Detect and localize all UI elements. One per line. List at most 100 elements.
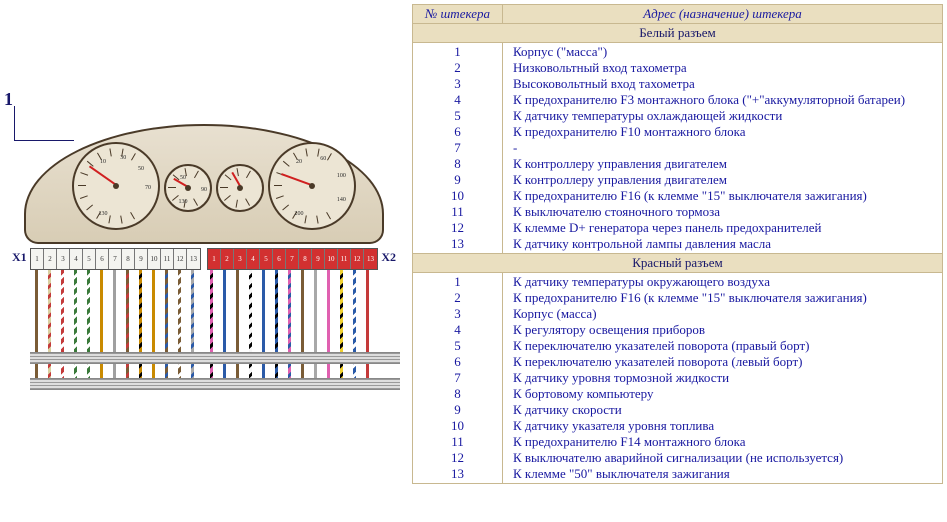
connector-pin: 8: [299, 249, 312, 269]
pin-number: 10: [423, 418, 492, 434]
connector-pin: 10: [148, 249, 161, 269]
white-wires: [30, 270, 199, 390]
gauge-tick-label: 70: [145, 185, 151, 191]
pin-number: 5: [423, 338, 492, 354]
gauge-tick-label: 10: [100, 159, 106, 165]
wire: [30, 270, 43, 390]
pin-number: 9: [423, 172, 492, 188]
pinout-table: № штекера Адрес (назначение) штекера Бел…: [412, 4, 943, 484]
wire-bus-lower: [30, 378, 400, 390]
wire: [296, 270, 309, 390]
section-header: Красный разъем: [413, 254, 943, 273]
pin-description: К выключателю аварийной сигнализации (не…: [513, 450, 932, 466]
instrument-cluster: 1 1030507013050901302060100140200: [24, 124, 384, 244]
pin-number: 12: [423, 220, 492, 236]
pin-number: 1: [423, 44, 492, 60]
pin-description: К выключателю стояночного тормоза: [513, 204, 932, 220]
gauge-tick-label: 50: [180, 175, 186, 181]
connector-pin: 5: [260, 249, 273, 269]
pin-number: 10: [423, 188, 492, 204]
pin-number: 1: [423, 274, 492, 290]
pin-group: 12345678910111213К датчику температуры о…: [413, 273, 943, 484]
gauge-tick-label: 100: [337, 173, 346, 179]
wire: [361, 270, 374, 390]
dashboard-wiring-diagram: 1 1030507013050901302060100140200 X1 123…: [4, 4, 404, 484]
pin-description: К регулятору освещения приборов: [513, 322, 932, 338]
col-plug-address: Адрес (назначение) штекера: [503, 5, 943, 24]
connector-pin: 12: [174, 249, 187, 269]
wire: [160, 270, 173, 390]
pin-description: К бортовому компьютеру: [513, 386, 932, 402]
red-connector: 12345678910111213: [207, 248, 378, 270]
pin-number: 8: [423, 386, 492, 402]
gauge: [216, 164, 264, 212]
gauge-tick-label: 200: [295, 211, 304, 217]
pin-number: 6: [423, 354, 492, 370]
pin-description: К предохранителю F16 (к клемме "15" выкл…: [513, 290, 932, 306]
pin-description: -: [513, 140, 932, 156]
connector-pin: 6: [273, 249, 286, 269]
wire: [186, 270, 199, 390]
pin-description: Высоковольтный вход тахометра: [513, 76, 932, 92]
pin-number: 13: [423, 466, 492, 482]
pin-description: К предохранителю F14 монтажного блока: [513, 434, 932, 450]
x2-label: X2: [378, 248, 396, 265]
gauge-tick-label: 130: [179, 199, 188, 205]
pin-number: 8: [423, 156, 492, 172]
gauge-tick-label: 90: [201, 187, 207, 193]
wire: [56, 270, 69, 390]
connector-pin: 9: [312, 249, 325, 269]
pin-description: Корпус (масса): [513, 306, 932, 322]
wire: [257, 270, 270, 390]
pin-description: К датчику контрольной лампы давления мас…: [513, 236, 932, 252]
pin-number: 4: [423, 92, 492, 108]
connector-pin: 13: [364, 249, 377, 269]
connector-pin: 2: [44, 249, 57, 269]
wire: [335, 270, 348, 390]
pin-number: 5: [423, 108, 492, 124]
pin-number: 12: [423, 450, 492, 466]
wire: [322, 270, 335, 390]
pin-description: К предохранителю F10 монтажного блока: [513, 124, 932, 140]
pin-description: К клемме D+ генератора через панель пред…: [513, 220, 932, 236]
connector-pin: 8: [122, 249, 135, 269]
connector-pin: 9: [135, 249, 148, 269]
wire: [218, 270, 231, 390]
wire: [69, 270, 82, 390]
connector-pin: 5: [83, 249, 96, 269]
gauge-tick-label: 140: [337, 197, 346, 203]
wire: [82, 270, 95, 390]
pin-description: К датчику указателя уровня топлива: [513, 418, 932, 434]
pin-description: К датчику температуры охлаждающей жидкос…: [513, 108, 932, 124]
pin-number: 11: [423, 204, 492, 220]
wire: [95, 270, 108, 390]
pin-description: К контроллеру управления двигателем: [513, 156, 932, 172]
col-plug-number: № штекера: [413, 5, 503, 24]
pin-description: К клемме "50" выключателя зажигания: [513, 466, 932, 482]
pin-description: К переключателю указателей поворота (пра…: [513, 338, 932, 354]
connector-pin: 4: [70, 249, 83, 269]
wire: [231, 270, 244, 390]
pin-number: 13: [423, 236, 492, 252]
pin-description: К датчику уровня тормозной жидкости: [513, 370, 932, 386]
white-connector: 12345678910111213: [30, 248, 201, 270]
wire: [121, 270, 134, 390]
gauge: 2060100140200: [268, 142, 356, 230]
gauge: 10305070130: [72, 142, 160, 230]
pin-number: 7: [423, 370, 492, 386]
pin-number: 4: [423, 322, 492, 338]
connector-pin: 7: [286, 249, 299, 269]
wire-bus-upper: [30, 352, 400, 364]
connector-pin: 10: [325, 249, 338, 269]
connector-pin: 12: [351, 249, 364, 269]
connector-pin: 2: [221, 249, 234, 269]
section-header: Белый разъем: [413, 24, 943, 43]
pin-number: 2: [423, 290, 492, 306]
connector-pin: 7: [109, 249, 122, 269]
pin-description: К датчику температуры окружающего воздух…: [513, 274, 932, 290]
pin-description: Низковольтный вход тахометра: [513, 60, 932, 76]
red-wires: [205, 270, 374, 390]
wire: [134, 270, 147, 390]
pin-description: К датчику скорости: [513, 402, 932, 418]
connector-pin: 4: [247, 249, 260, 269]
